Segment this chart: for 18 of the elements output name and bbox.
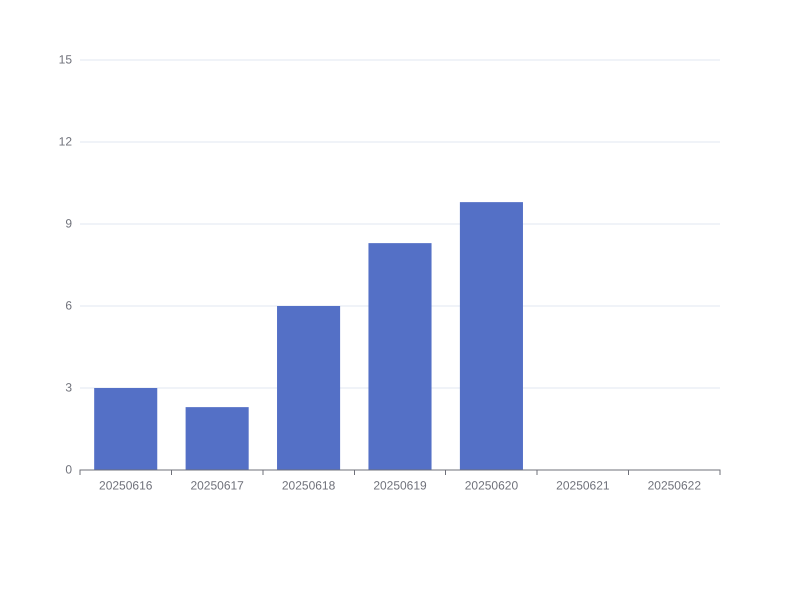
- y-tick-label: 0: [65, 462, 72, 476]
- bar: [368, 243, 432, 470]
- bar: [94, 388, 158, 470]
- bar: [186, 407, 249, 470]
- x-tick-label: 20250617: [190, 478, 244, 493]
- y-tick-label: 12: [58, 134, 72, 148]
- y-tick-label: 6: [65, 298, 72, 312]
- y-tick-label: 3: [65, 380, 72, 394]
- x-tick-label: 20250621: [556, 478, 610, 493]
- y-tick-label: 9: [65, 216, 72, 230]
- y-tick-label: 15: [58, 52, 72, 66]
- bar: [277, 306, 340, 470]
- x-tick-label: 20250622: [648, 478, 702, 493]
- x-tick-label: 20250616: [99, 478, 153, 493]
- x-tick-label: 20250618: [282, 478, 336, 493]
- x-tick-label: 20250620: [464, 478, 518, 493]
- x-tick-label: 20250619: [373, 478, 428, 493]
- bar: [460, 202, 523, 470]
